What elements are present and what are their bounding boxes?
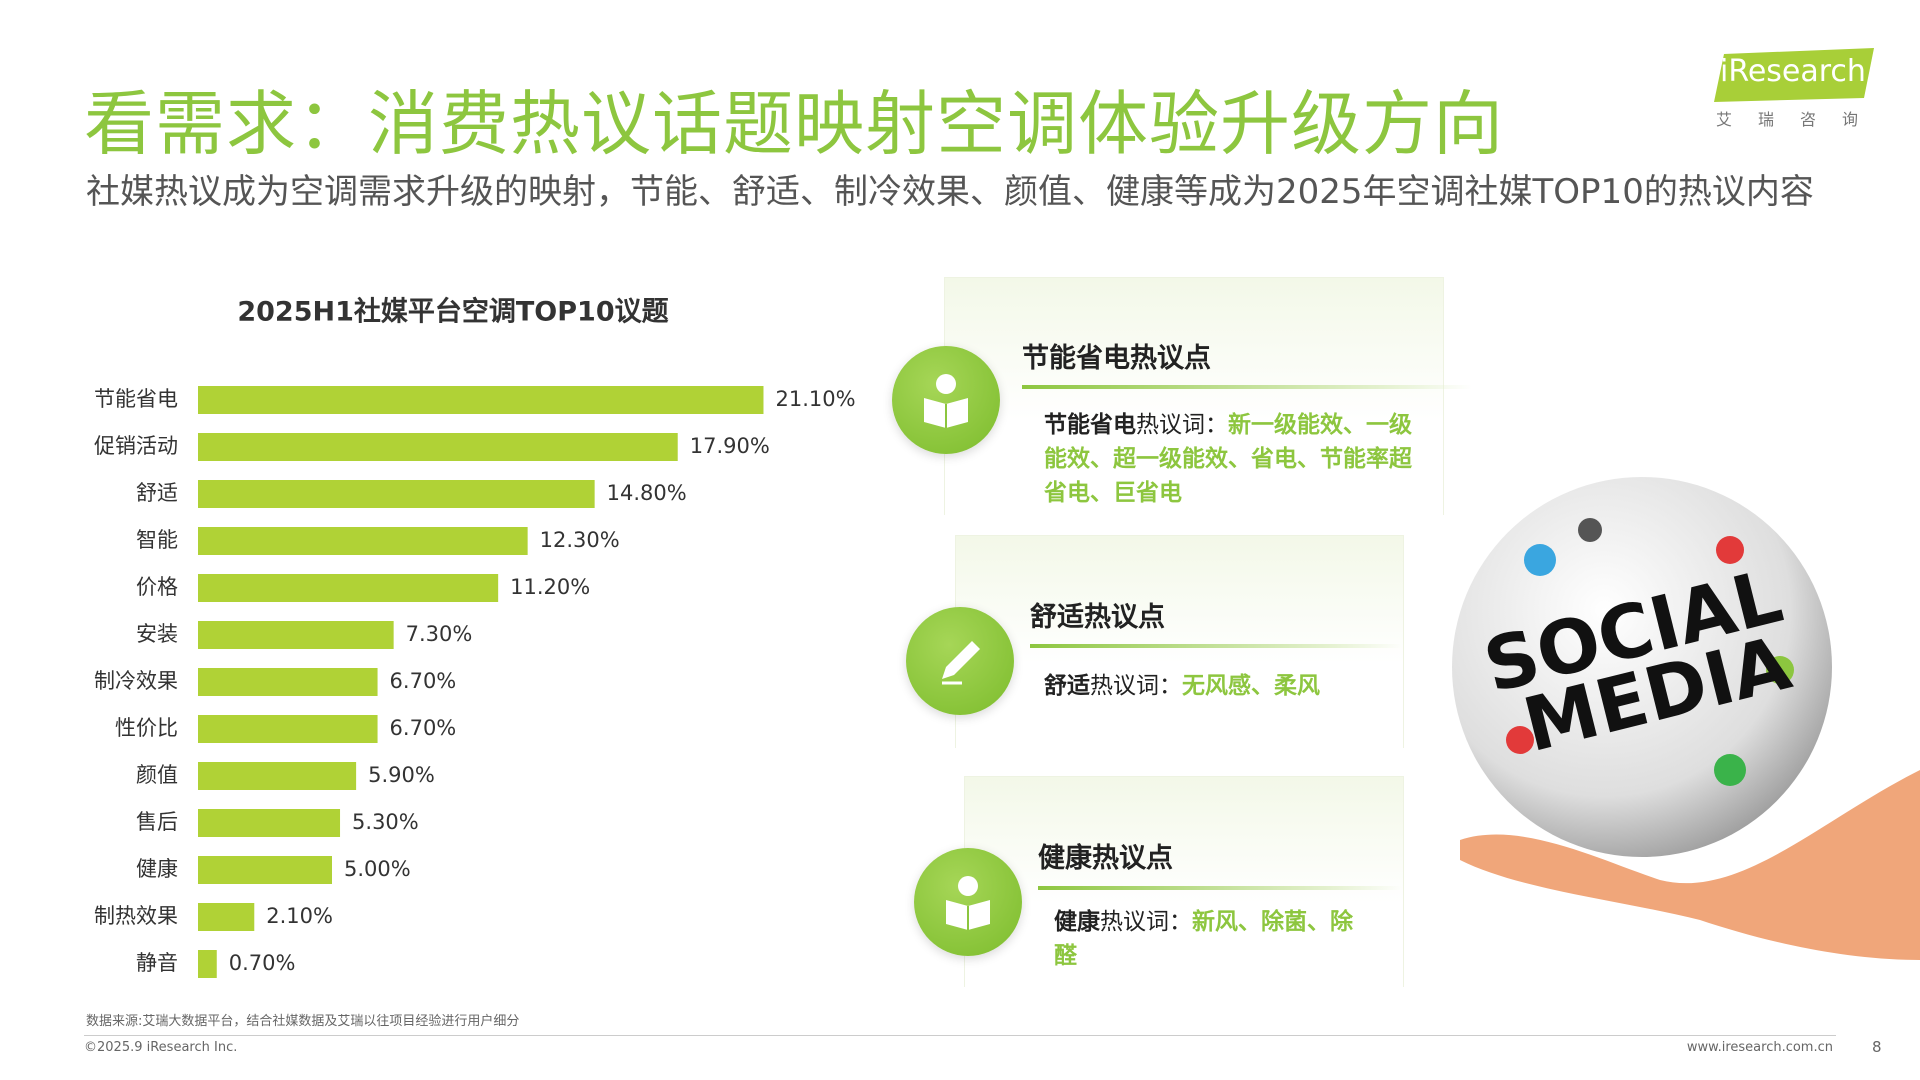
bar bbox=[198, 762, 357, 790]
term: 舒适 bbox=[1044, 673, 1090, 699]
bar bbox=[198, 386, 764, 414]
url: www.iresearch.com.cn bbox=[1686, 1040, 1833, 1055]
category-label: 性价比 bbox=[115, 716, 178, 740]
label: 热议词： bbox=[1100, 909, 1192, 935]
value-label: 21.10% bbox=[775, 387, 855, 411]
bar bbox=[198, 574, 499, 602]
category-label: 促销活动 bbox=[94, 434, 178, 458]
panel bbox=[964, 776, 1404, 987]
bar bbox=[198, 668, 378, 696]
category-label: 节能省电 bbox=[94, 387, 178, 411]
icon-circle bbox=[914, 848, 1022, 956]
panel-heading: 健康热议点 bbox=[1038, 843, 1173, 874]
bar bbox=[198, 950, 217, 978]
keywords: 无风感、柔风 bbox=[1182, 673, 1320, 699]
panel-rule bbox=[1030, 644, 1402, 648]
category-label: 静音 bbox=[136, 951, 178, 975]
keyword-text: 节能省电热议词：新一级能效、一级能效、超一级能效、省电、节能率超省电、巨省电 bbox=[1044, 408, 1434, 510]
value-label: 6.70% bbox=[390, 716, 457, 740]
keyword-text: 舒适热议词：无风感、柔风 bbox=[1044, 669, 1384, 703]
category-label: 舒适 bbox=[136, 481, 178, 505]
logo: iResearch bbox=[1714, 48, 1874, 102]
keywords: 新风、除菌、除醛 bbox=[1054, 909, 1353, 969]
term: 健康 bbox=[1054, 909, 1100, 935]
value-label: 11.20% bbox=[510, 575, 590, 599]
slide-subtitle: 社媒热议成为空调需求升级的映射，节能、舒适、制冷效果、颜值、健康等成为2025年… bbox=[86, 172, 1814, 212]
slide-title: 看需求：消费热议话题映射空调体验升级方向 bbox=[84, 83, 1504, 165]
category-label: 智能 bbox=[136, 528, 178, 552]
logo-cn: 艾瑞咨询 bbox=[1716, 110, 1885, 129]
panel-heading: 节能省电热议点 bbox=[1022, 343, 1211, 374]
bar-chart: 2025H1社媒平台空调TOP10议题 节能省电 21.10% 促销活动 17.90%… bbox=[94, 296, 856, 978]
icon-circle bbox=[892, 346, 1000, 454]
category-label: 制冷效果 bbox=[94, 669, 178, 693]
logo-name: iResearch bbox=[1720, 54, 1866, 89]
panel bbox=[944, 277, 1444, 515]
value-label: 6.70% bbox=[390, 669, 457, 693]
copyright: ©2025.9 iResearch Inc. bbox=[84, 1040, 238, 1055]
pencil-icon bbox=[942, 641, 980, 685]
term: 节能省电 bbox=[1044, 412, 1136, 438]
label: 热议词： bbox=[1090, 673, 1182, 699]
chart-title: 2025H1社媒平台空调TOP10议题 bbox=[237, 296, 668, 328]
category-label: 制热效果 bbox=[94, 904, 178, 928]
value-label: 5.90% bbox=[368, 763, 435, 787]
bar bbox=[198, 903, 255, 931]
book-icon bbox=[946, 876, 990, 930]
book-icon bbox=[924, 374, 968, 428]
category-label: 售后 bbox=[136, 810, 178, 834]
category-label: 颜值 bbox=[136, 763, 178, 787]
value-label: 5.30% bbox=[352, 810, 419, 834]
bar bbox=[198, 856, 332, 884]
source-note: 数据来源:艾瑞大数据平台，结合社媒数据及艾瑞以往项目经验进行用户细分 bbox=[86, 1014, 520, 1029]
keywords: 新一级能效、一级能效、超一级能效、省电、节能率超省电、巨省电 bbox=[1044, 412, 1412, 506]
keyword-text: 健康热议词：新风、除菌、除醛 bbox=[1054, 905, 1374, 973]
value-label: 7.30% bbox=[406, 622, 473, 646]
bar bbox=[198, 715, 378, 743]
category-label: 安装 bbox=[136, 622, 178, 646]
panel-heading: 舒适热议点 bbox=[1030, 602, 1165, 633]
panel-rule bbox=[1038, 886, 1402, 890]
category-label: 价格 bbox=[136, 575, 178, 599]
panel bbox=[955, 535, 1404, 748]
bar bbox=[198, 433, 678, 461]
label: 热议词： bbox=[1136, 412, 1228, 438]
bar bbox=[198, 621, 394, 649]
bar bbox=[198, 480, 595, 508]
logo-badge bbox=[1714, 48, 1874, 102]
social-media-image: SOCIAL MEDIA bbox=[1452, 477, 1920, 960]
icon-circle bbox=[906, 607, 1014, 715]
value-label: 2.10% bbox=[266, 904, 333, 928]
page-number: 8 bbox=[1872, 1038, 1882, 1056]
footer-rule bbox=[84, 1035, 1836, 1036]
bar bbox=[198, 527, 528, 555]
panel-rule bbox=[1022, 385, 1472, 389]
value-label: 12.30% bbox=[540, 528, 620, 552]
category-label: 健康 bbox=[136, 857, 178, 881]
value-label: 17.90% bbox=[690, 434, 770, 458]
value-label: 14.80% bbox=[607, 481, 687, 505]
value-label: 0.70% bbox=[229, 951, 296, 975]
value-label: 5.00% bbox=[344, 857, 411, 881]
bar bbox=[198, 809, 341, 837]
